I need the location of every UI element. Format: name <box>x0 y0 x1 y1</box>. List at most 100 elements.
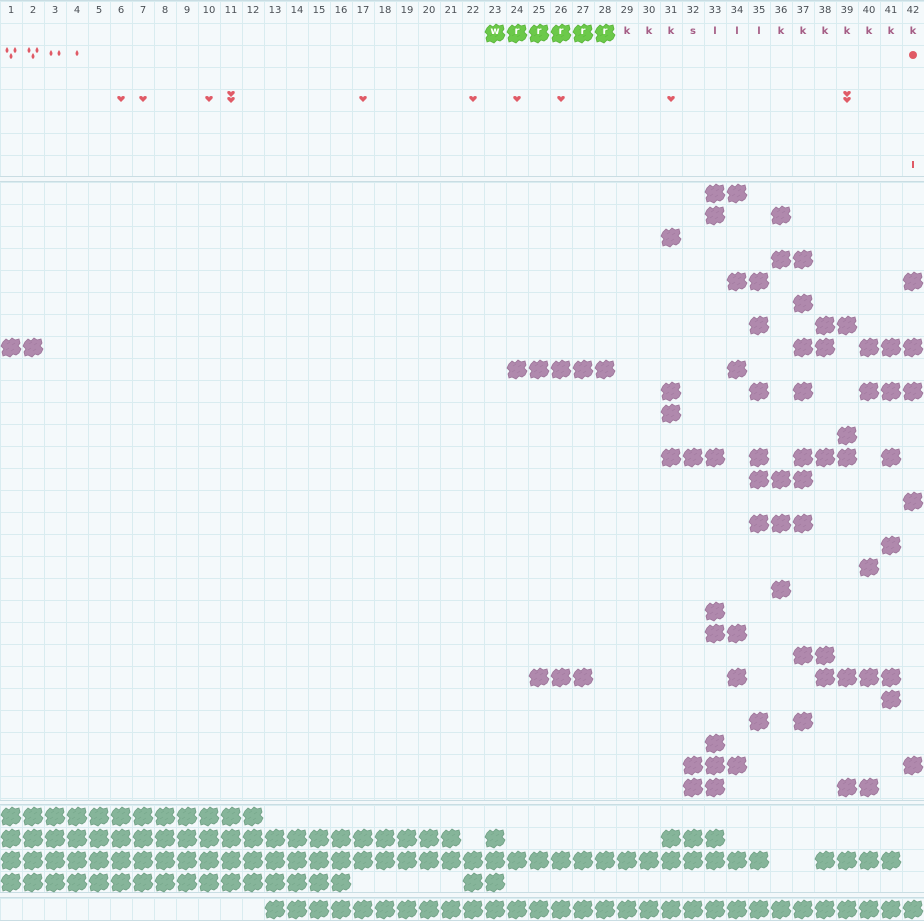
purple-tile[interactable] <box>594 358 616 380</box>
teal-tile[interactable] <box>198 805 220 827</box>
purple-tile[interactable] <box>836 424 858 446</box>
teal-tile-bottom[interactable] <box>330 898 352 920</box>
purple-tile[interactable] <box>572 358 594 380</box>
teal-tile[interactable] <box>836 849 858 871</box>
purple-tile[interactable] <box>726 666 748 688</box>
purple-tile[interactable] <box>814 314 836 336</box>
teal-tile[interactable] <box>638 849 660 871</box>
teal-tile-bottom[interactable] <box>836 898 858 920</box>
purple-tile[interactable] <box>748 446 770 468</box>
teal-tile[interactable] <box>418 849 440 871</box>
teal-tile[interactable] <box>330 849 352 871</box>
teal-tile[interactable] <box>352 827 374 849</box>
teal-tile[interactable] <box>682 827 704 849</box>
teal-tile[interactable] <box>814 849 836 871</box>
teal-tile[interactable] <box>726 849 748 871</box>
purple-tile[interactable] <box>836 666 858 688</box>
teal-tile[interactable] <box>220 805 242 827</box>
purple-tile[interactable] <box>748 314 770 336</box>
purple-tile[interactable] <box>0 336 22 358</box>
teal-tile[interactable] <box>110 827 132 849</box>
teal-tile-bottom[interactable] <box>770 898 792 920</box>
teal-tile[interactable] <box>572 849 594 871</box>
purple-tile[interactable] <box>748 380 770 402</box>
teal-tile[interactable] <box>44 849 66 871</box>
purple-tile[interactable] <box>682 754 704 776</box>
teal-tile[interactable] <box>22 805 44 827</box>
purple-tile[interactable] <box>704 446 726 468</box>
purple-tile[interactable] <box>770 578 792 600</box>
teal-tile[interactable] <box>440 849 462 871</box>
teal-tile[interactable] <box>242 805 264 827</box>
purple-tile[interactable] <box>22 336 44 358</box>
teal-tile[interactable] <box>220 849 242 871</box>
teal-tile[interactable] <box>264 849 286 871</box>
teal-tile-bottom[interactable] <box>418 898 440 920</box>
teal-tile[interactable] <box>66 871 88 893</box>
purple-tile[interactable] <box>770 512 792 534</box>
teal-tile[interactable] <box>748 849 770 871</box>
purple-tile[interactable] <box>858 666 880 688</box>
teal-tile-bottom[interactable] <box>682 898 704 920</box>
purple-tile[interactable] <box>726 358 748 380</box>
purple-tile[interactable] <box>880 446 902 468</box>
teal-tile[interactable] <box>22 827 44 849</box>
purple-tile[interactable] <box>726 622 748 644</box>
purple-tile[interactable] <box>792 446 814 468</box>
teal-tile[interactable] <box>264 871 286 893</box>
purple-tile[interactable] <box>770 204 792 226</box>
teal-tile[interactable] <box>858 849 880 871</box>
teal-tile-bottom[interactable] <box>902 898 924 920</box>
purple-tile[interactable] <box>858 380 880 402</box>
teal-tile[interactable] <box>176 849 198 871</box>
teal-tile[interactable] <box>484 849 506 871</box>
purple-tile[interactable] <box>836 776 858 798</box>
teal-tile-bottom[interactable] <box>858 898 880 920</box>
purple-tile[interactable] <box>792 380 814 402</box>
purple-tile[interactable] <box>880 380 902 402</box>
teal-tile[interactable] <box>176 871 198 893</box>
teal-tile[interactable] <box>880 849 902 871</box>
teal-tile[interactable] <box>440 827 462 849</box>
teal-tile[interactable] <box>242 849 264 871</box>
teal-tile-bottom[interactable] <box>550 898 572 920</box>
purple-tile[interactable] <box>902 270 924 292</box>
green-tile[interactable]: r <box>550 22 572 44</box>
teal-tile[interactable] <box>176 827 198 849</box>
purple-tile[interactable] <box>748 710 770 732</box>
teal-tile[interactable] <box>704 827 726 849</box>
purple-tile[interactable] <box>572 666 594 688</box>
teal-tile[interactable] <box>110 849 132 871</box>
teal-tile-bottom[interactable] <box>660 898 682 920</box>
teal-tile-bottom[interactable] <box>704 898 726 920</box>
purple-tile[interactable] <box>660 380 682 402</box>
teal-tile-bottom[interactable] <box>264 898 286 920</box>
purple-tile[interactable] <box>704 776 726 798</box>
teal-tile[interactable] <box>132 805 154 827</box>
teal-tile-bottom[interactable] <box>572 898 594 920</box>
purple-tile[interactable] <box>880 336 902 358</box>
purple-tile[interactable] <box>726 182 748 204</box>
teal-tile[interactable] <box>0 871 22 893</box>
teal-tile[interactable] <box>242 827 264 849</box>
purple-tile[interactable] <box>726 270 748 292</box>
purple-tile[interactable] <box>770 468 792 490</box>
purple-tile[interactable] <box>704 622 726 644</box>
purple-tile[interactable] <box>528 358 550 380</box>
teal-tile[interactable] <box>374 849 396 871</box>
purple-tile[interactable] <box>792 248 814 270</box>
teal-tile[interactable] <box>0 827 22 849</box>
teal-tile[interactable] <box>462 871 484 893</box>
teal-tile[interactable] <box>198 849 220 871</box>
teal-tile[interactable] <box>550 849 572 871</box>
purple-tile[interactable] <box>748 468 770 490</box>
teal-tile-bottom[interactable] <box>528 898 550 920</box>
teal-tile[interactable] <box>132 827 154 849</box>
purple-tile[interactable] <box>902 754 924 776</box>
purple-tile[interactable] <box>660 446 682 468</box>
teal-tile[interactable] <box>110 805 132 827</box>
teal-tile[interactable] <box>88 849 110 871</box>
purple-tile[interactable] <box>704 732 726 754</box>
teal-tile-bottom[interactable] <box>616 898 638 920</box>
teal-tile-bottom[interactable] <box>748 898 770 920</box>
